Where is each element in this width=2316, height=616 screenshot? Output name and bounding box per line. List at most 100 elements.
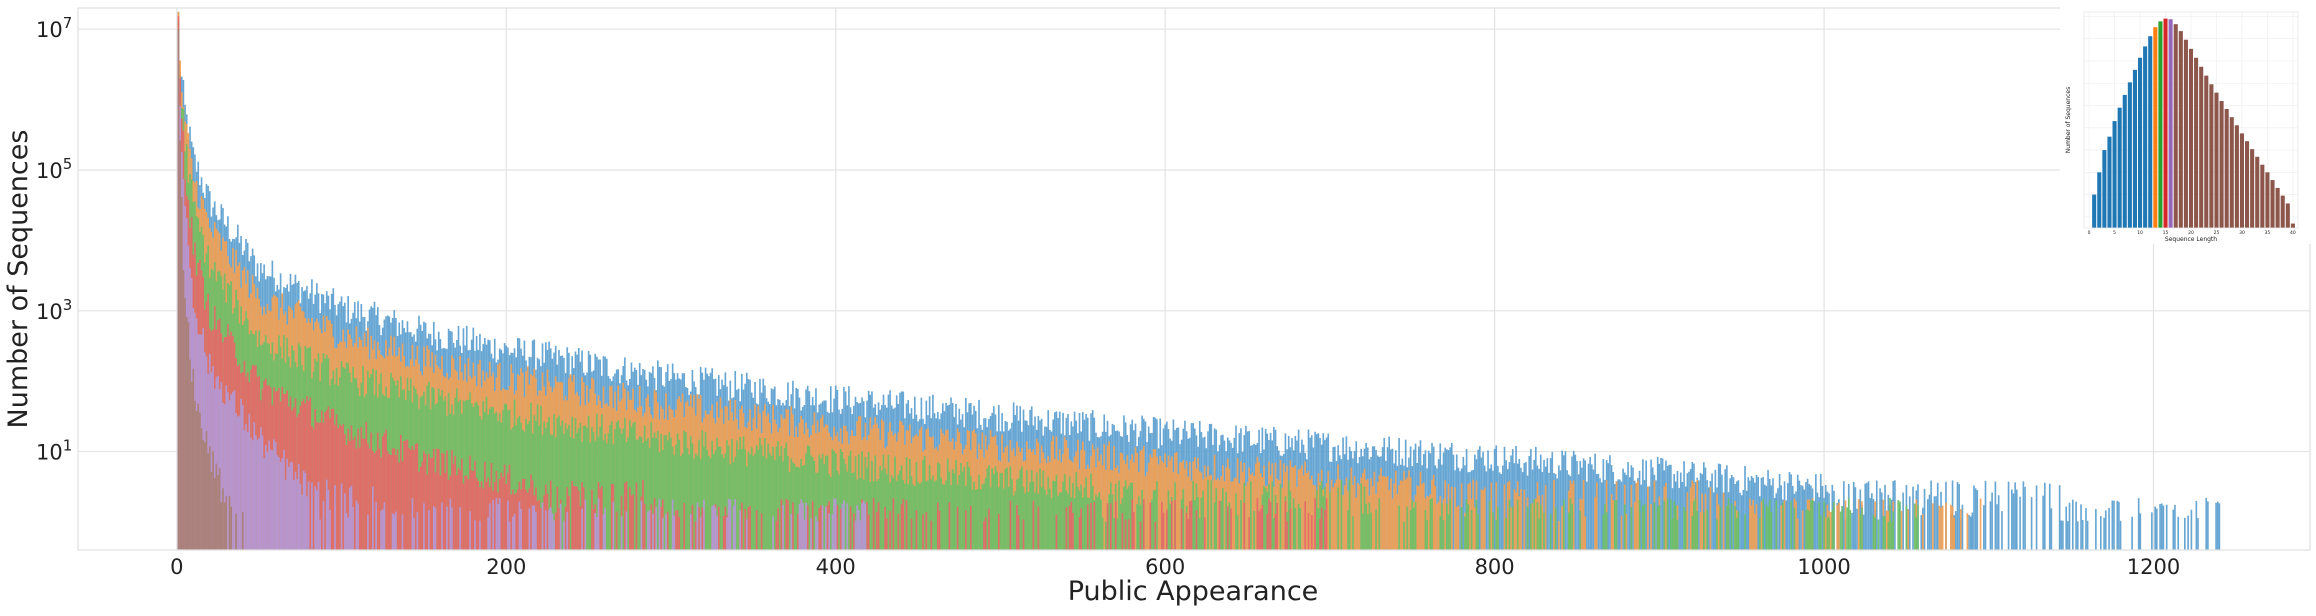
histogram-bar: [685, 432, 687, 550]
histogram-bar: [813, 460, 816, 550]
histogram-bar: [1330, 479, 1333, 550]
histogram-bar: [395, 511, 397, 550]
histogram-bar: [2062, 520, 2064, 550]
histogram-bar: [1289, 508, 1292, 550]
histogram-bar: [726, 517, 728, 550]
histogram-bar: [383, 433, 386, 550]
histogram-bar: [559, 425, 562, 550]
histogram-bar: [2118, 501, 2120, 550]
histogram-bar: [1098, 492, 1101, 550]
histogram-bar: [1147, 463, 1150, 550]
histogram-bar: [222, 488, 224, 550]
histogram-bar: [1070, 501, 1073, 550]
histogram-bar: [1078, 517, 1081, 550]
histogram-bar: [716, 437, 718, 550]
histogram-bar: [857, 510, 860, 550]
histogram-bar: [1383, 475, 1386, 550]
histogram-bar: [1408, 470, 1410, 550]
histogram-bar: [1167, 490, 1170, 550]
histogram-bar: [2095, 509, 2097, 550]
histogram-bar: [918, 483, 921, 550]
histogram-bar: [1704, 493, 1707, 550]
histogram-bar: [1376, 481, 1379, 550]
inset-x-tick-label: 0: [2088, 230, 2091, 236]
histogram-bar: [1642, 505, 1644, 550]
histogram-bar: [1969, 516, 1972, 550]
histogram-bar: [797, 513, 799, 550]
histogram-bar: [541, 502, 544, 550]
histogram-bar: [301, 494, 303, 550]
histogram-bar: [869, 481, 872, 550]
histogram-bar: [1256, 497, 1259, 550]
histogram-bar: [378, 448, 381, 550]
histogram-bar: [381, 509, 384, 550]
histogram-bar: [1203, 465, 1206, 550]
histogram-bar: [1645, 460, 1647, 550]
histogram-bar: [655, 506, 657, 550]
histogram-bar: [210, 471, 213, 550]
histogram-bar: [994, 466, 997, 550]
histogram-bar: [1907, 509, 1909, 550]
histogram-bar: [698, 439, 700, 550]
histogram-bar: [630, 427, 633, 550]
histogram-bar: [1955, 511, 1957, 550]
histogram-bar: [956, 506, 959, 550]
histogram-bar: [1470, 509, 1473, 550]
inset-bar: [2199, 66, 2204, 229]
histogram-bar: [1404, 479, 1407, 550]
histogram-bar: [475, 401, 478, 550]
histogram-bar: [932, 475, 934, 550]
histogram-bar: [757, 449, 760, 550]
histogram-bar: [1866, 482, 1868, 550]
histogram-bar: [1436, 503, 1438, 550]
histogram-bar: [1053, 481, 1056, 550]
histogram-bar: [938, 463, 941, 550]
histogram-bar: [1600, 482, 1603, 550]
inset-bar: [2158, 21, 2163, 228]
histogram-bar: [1520, 489, 1522, 550]
histogram-bar: [2071, 499, 2074, 550]
histogram-bar: [1469, 482, 1471, 550]
inset-bar: [2112, 121, 2117, 228]
y-tick-label: 107: [36, 14, 72, 42]
histogram-bar: [731, 439, 733, 550]
histogram-bar: [454, 455, 457, 550]
histogram-bar: [1953, 517, 1956, 550]
histogram-bar: [1464, 516, 1466, 550]
histogram-bar: [889, 511, 891, 550]
histogram-bar: [538, 425, 541, 550]
histogram-bar: [1478, 446, 1481, 550]
histogram-bar: [1564, 451, 1567, 550]
histogram-bar: [1549, 458, 1552, 550]
histogram-bar: [1515, 492, 1517, 550]
histogram-bar: [1281, 488, 1283, 550]
histogram-bar: [320, 410, 323, 550]
histogram-bar: [1114, 501, 1117, 550]
histogram-bar: [683, 430, 686, 550]
histogram-bar: [347, 428, 349, 550]
histogram-bar: [1208, 475, 1211, 550]
histogram-bar: [1133, 511, 1135, 550]
histogram-bar: [1847, 498, 1850, 550]
histogram-bar: [1228, 502, 1231, 550]
histogram-bar: [543, 421, 545, 550]
histogram-bar: [1852, 481, 1855, 550]
histogram-bar: [225, 496, 228, 550]
histogram-bar: [792, 502, 794, 550]
histogram-bar: [1544, 485, 1547, 550]
histogram-bar: [1190, 500, 1193, 550]
histogram-bar: [1602, 459, 1605, 550]
histogram-bar: [243, 430, 246, 550]
histogram-bar: [713, 454, 715, 550]
histogram-bar: [820, 458, 822, 550]
histogram-bar: [1246, 482, 1249, 550]
histogram-bar: [325, 479, 328, 550]
histogram-bar: [711, 506, 714, 550]
histogram-bar: [1610, 494, 1613, 550]
histogram-bar: [487, 477, 489, 550]
histogram-bar: [607, 433, 610, 550]
inset-bar: [2290, 223, 2295, 228]
histogram-bar: [1366, 514, 1369, 550]
histogram-bar: [1004, 468, 1007, 550]
histogram-bar: [965, 510, 967, 550]
